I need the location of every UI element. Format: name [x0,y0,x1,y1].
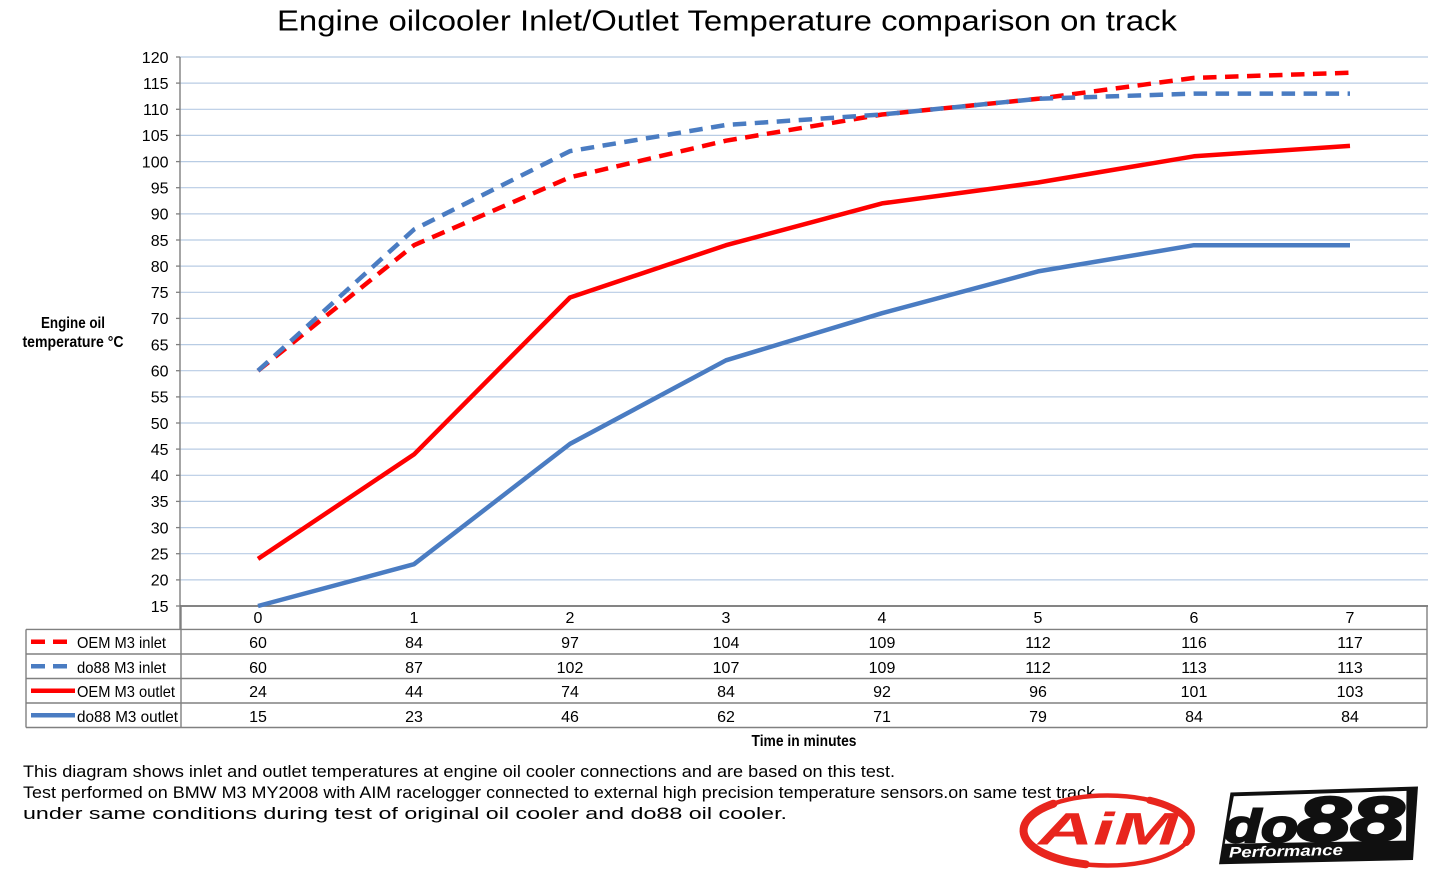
svg-text:0: 0 [254,610,263,627]
svg-text:112: 112 [1025,660,1051,677]
svg-text:74: 74 [561,684,579,701]
svg-text:under same conditions during t: under same conditions during test of ori… [23,804,787,823]
svg-text:88: 88 [1297,785,1404,855]
svg-text:101: 101 [1181,684,1208,701]
svg-text:79: 79 [1029,709,1047,726]
svg-text:70: 70 [151,311,169,328]
svg-text:35: 35 [151,494,169,511]
svg-text:112: 112 [1025,635,1051,652]
svg-text:4: 4 [878,610,887,627]
svg-text:62: 62 [717,709,735,726]
svg-text:110: 110 [143,102,169,119]
svg-text:117: 117 [1337,635,1363,652]
svg-text:60: 60 [249,660,267,677]
svg-text:113: 113 [1181,660,1207,677]
svg-text:do88 M3 outlet: do88 M3 outlet [77,709,179,726]
svg-text:107: 107 [713,660,740,677]
svg-text:71: 71 [873,709,891,726]
svg-text:7: 7 [1346,610,1355,627]
svg-text:2: 2 [566,610,575,627]
svg-text:95: 95 [151,181,169,198]
svg-text:20: 20 [151,573,169,590]
svg-text:15: 15 [249,709,267,726]
svg-text:23: 23 [405,709,423,726]
svg-text:24: 24 [249,684,267,701]
svg-text:46: 46 [561,709,579,726]
svg-text:Time in minutes: Time in minutes [752,733,857,750]
svg-text:55: 55 [151,390,169,407]
svg-text:104: 104 [713,635,740,652]
svg-text:105: 105 [142,128,169,145]
svg-text:84: 84 [717,684,735,701]
svg-text:92: 92 [873,684,891,701]
svg-text:96: 96 [1029,684,1047,701]
svg-text:OEM M3 inlet: OEM M3 inlet [77,635,167,652]
svg-text:6: 6 [1190,610,1199,627]
svg-text:103: 103 [1337,684,1364,701]
svg-text:100: 100 [142,154,169,171]
svg-text:45: 45 [151,442,169,459]
svg-text:113: 113 [1337,660,1363,677]
svg-text:Engine oilcooler Inlet/Outlet: Engine oilcooler Inlet/Outlet Temperatur… [277,6,1178,38]
svg-text:87: 87 [405,660,423,677]
svg-text:Test performed on BMW M3 MY200: Test performed on BMW M3 MY2008 with AIM… [23,783,1096,802]
svg-text:Engine oil: Engine oil [41,315,105,332]
svg-text:85: 85 [151,233,169,250]
svg-text:75: 75 [151,285,169,302]
svg-text:84: 84 [1341,709,1359,726]
svg-text:102: 102 [557,660,584,677]
svg-text:84: 84 [1185,709,1203,726]
svg-text:3: 3 [722,610,731,627]
svg-text:109: 109 [869,660,896,677]
svg-text:15: 15 [151,599,169,616]
svg-text:Performance: Performance [1229,842,1343,862]
svg-text:temperature °C: temperature °C [23,334,124,351]
svg-text:65: 65 [151,337,169,354]
svg-text:25: 25 [151,547,169,564]
svg-text:120: 120 [142,50,169,67]
svg-text:44: 44 [405,684,423,701]
svg-text:90: 90 [151,207,169,224]
svg-text:115: 115 [143,76,169,93]
svg-text:This diagram shows inlet and o: This diagram shows inlet and outlet temp… [23,762,895,781]
svg-text:80: 80 [151,259,169,276]
svg-text:84: 84 [405,635,423,652]
svg-text:97: 97 [561,635,579,652]
svg-text:60: 60 [151,364,169,381]
svg-text:do: do [1224,800,1298,852]
svg-text:do88 M3 inlet: do88 M3 inlet [77,660,167,677]
svg-text:116: 116 [1181,635,1207,652]
svg-text:AiM: AiM [1036,804,1180,855]
svg-text:OEM M3 outlet: OEM M3 outlet [77,684,176,701]
svg-text:60: 60 [249,635,267,652]
svg-text:40: 40 [151,468,169,485]
svg-text:5: 5 [1034,610,1043,627]
svg-text:109: 109 [869,635,896,652]
svg-text:1: 1 [410,610,419,627]
svg-text:50: 50 [151,416,169,433]
svg-text:30: 30 [151,520,169,537]
